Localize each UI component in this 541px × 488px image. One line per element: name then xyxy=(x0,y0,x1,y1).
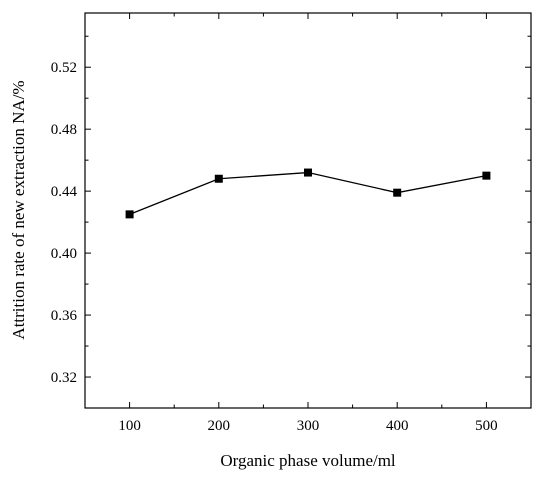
x-tick-label: 200 xyxy=(208,418,231,434)
x-tick-label: 300 xyxy=(297,418,320,434)
x-tick-label: 100 xyxy=(118,418,141,434)
y-tick-label: 0.44 xyxy=(51,184,78,200)
data-point-marker xyxy=(214,174,223,183)
data-series xyxy=(125,168,491,219)
y-tick-label: 0.36 xyxy=(51,308,78,324)
y-tick-label: 0.40 xyxy=(51,246,77,262)
axis-tick-labels: 100 200 300 400 500 0.32 0.36 0.40 0.44 0.48 0.52 xyxy=(51,60,498,434)
axis-ticks xyxy=(85,13,531,409)
x-tick-label: 400 xyxy=(386,418,409,434)
y-axis-title: Attrition rate of new extraction NA/% xyxy=(9,80,28,339)
data-point-marker xyxy=(125,210,134,219)
data-point-marker xyxy=(393,188,402,197)
y-tick-label: 0.32 xyxy=(51,370,77,386)
x-axis-title: Organic phase volume/ml xyxy=(220,451,396,470)
plot-area-frame xyxy=(84,12,532,409)
y-tick-label: 0.52 xyxy=(51,60,77,76)
y-tick-label: 0.48 xyxy=(51,122,77,138)
x-tick-label: 500 xyxy=(475,418,498,434)
data-point-marker xyxy=(482,171,491,180)
series-line xyxy=(129,171,487,215)
data-point-marker xyxy=(304,168,312,177)
